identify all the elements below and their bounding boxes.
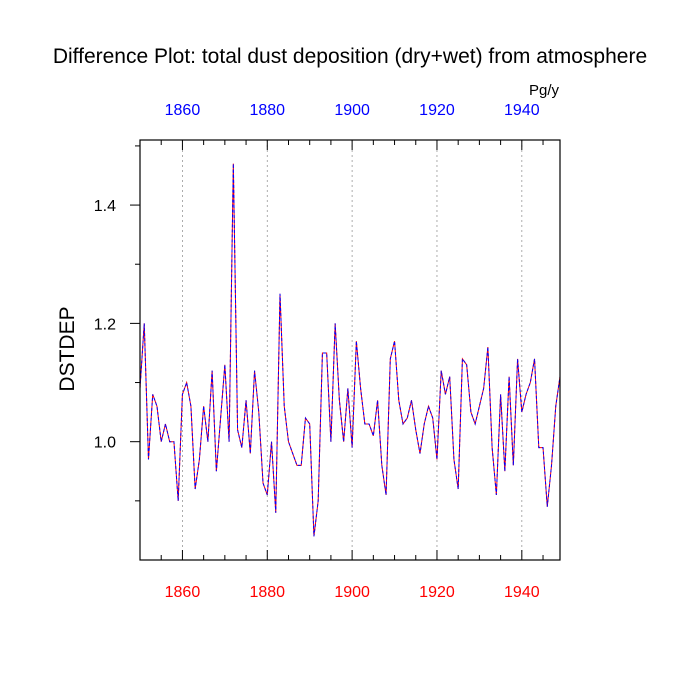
axis-ticks	[130, 140, 544, 560]
x-tick-label-top: 1920	[419, 102, 455, 119]
plot-frame	[139, 139, 561, 561]
x-tick-label-bottom: 1900	[334, 584, 370, 601]
x-tick-label-top: 1900	[334, 102, 370, 119]
y-tick-label: 1.4	[94, 198, 116, 215]
x-tick-label-top: 1940	[504, 102, 540, 119]
units-label: Pg/y	[529, 82, 560, 99]
y-tick-label: 1.0	[94, 435, 116, 452]
y-tick-label: 1.2	[94, 316, 116, 333]
plot-lines	[139, 163, 561, 537]
tick-labels: 1860 1860 1880 1880 1900 1900 1920 1920 1940 1940…	[94, 102, 540, 601]
x-tick-label-bottom: 1920	[419, 584, 455, 601]
chart-title: Difference Plot: total dust deposition (…	[53, 45, 647, 68]
x-tick-label-bottom: 1940	[504, 584, 540, 601]
x-tick-label-bottom: 1880	[249, 584, 285, 601]
x-tick-label-bottom: 1860	[165, 584, 201, 601]
y-axis-label: DSTDEP	[56, 306, 79, 391]
series-line-blue-dashed	[139, 163, 561, 537]
x-tick-label-top: 1860	[165, 102, 201, 119]
x-tick-label-top: 1880	[249, 102, 285, 119]
grid-lines	[182, 140, 523, 560]
